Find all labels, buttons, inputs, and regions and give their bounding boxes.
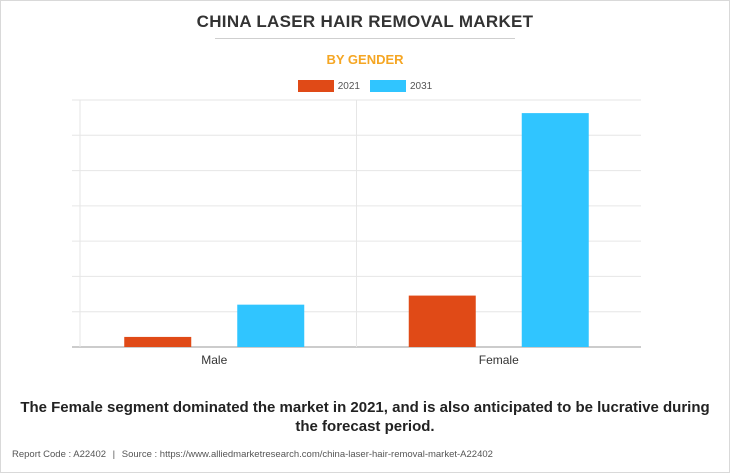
x-tick-label: Male (201, 353, 227, 367)
chart-title: CHINA LASER HAIR REMOVAL MARKET (196, 12, 534, 31)
chart-caption: The Female segment dominated the market … (20, 399, 710, 435)
legend-label-2021: 2021 (337, 80, 360, 92)
source-text: Source : https://www.alliedmarketresearc… (121, 449, 493, 460)
legend-item-2031: 2031 (370, 80, 432, 92)
x-tick-label: Female (479, 353, 519, 367)
legend: 2021 2031 (0, 80, 730, 92)
bar-male-2031 (237, 304, 305, 347)
report-code: Report Code : A22402 (12, 449, 107, 460)
bar-female-2021 (408, 295, 476, 347)
legend-swatch-2031 (370, 80, 406, 92)
footer: Report Code : A22402 | Source : https://… (12, 449, 493, 460)
bar-female-2031 (521, 113, 589, 347)
legend-item-2021: 2021 (297, 80, 360, 92)
footer-separator: | (112, 449, 116, 460)
legend-swatch-2021 (297, 80, 334, 92)
chart-subtitle: BY GENDER (326, 52, 404, 67)
legend-label-2031: 2031 (410, 80, 433, 92)
title-divider (215, 38, 515, 39)
bar-male-2021 (124, 336, 192, 347)
bar-chart: Male Female (72, 99, 641, 367)
